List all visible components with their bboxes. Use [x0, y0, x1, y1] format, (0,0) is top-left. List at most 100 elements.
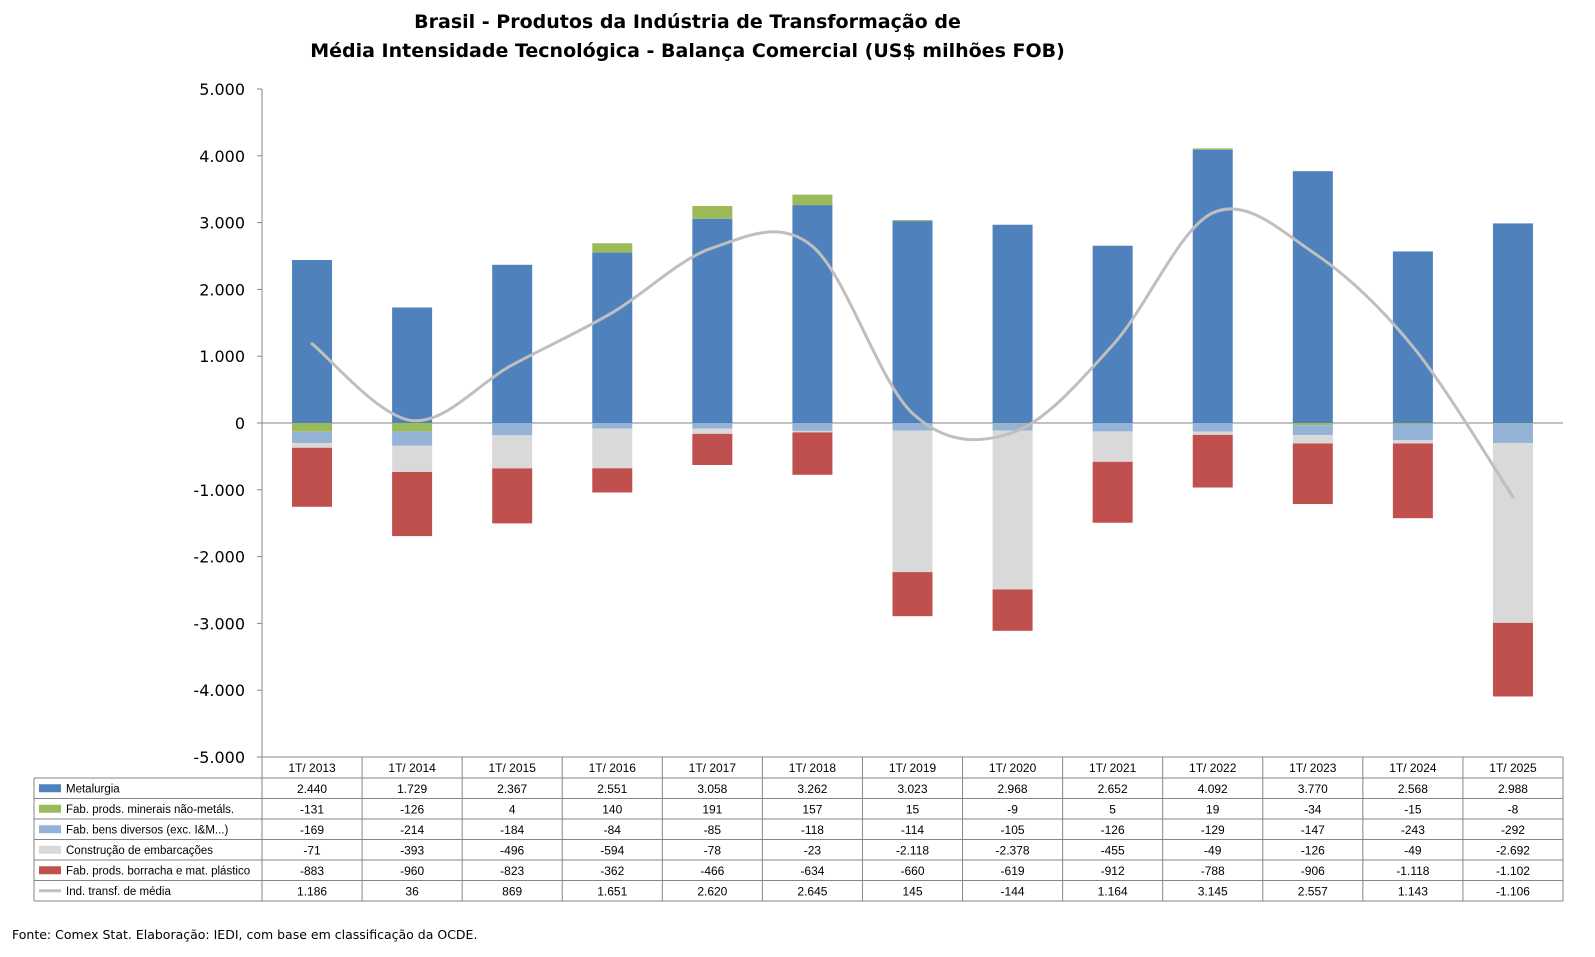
bar-segment	[792, 205, 833, 423]
bar-segment	[892, 572, 933, 617]
bar-segment	[292, 260, 333, 423]
chart-title-line-1: Brasil - Produtos da Indústria de Transf…	[414, 11, 961, 33]
data-table-value: -823	[500, 864, 524, 878]
data-table-value: -2.692	[1496, 843, 1530, 857]
x-category-label: 1T/ 2024	[1389, 761, 1437, 775]
data-table-value: -214	[400, 823, 424, 837]
data-table-value: 2.568	[1398, 782, 1428, 796]
data-table-value: -131	[300, 802, 324, 816]
x-category-label: 1T/ 2019	[889, 761, 937, 775]
data-table-value: -619	[1001, 864, 1025, 878]
data-table-value: -147	[1301, 823, 1325, 837]
x-category-label: 1T/ 2022	[1189, 761, 1237, 775]
data-table-value: -9	[1007, 802, 1018, 816]
bar-segment	[292, 431, 333, 444]
bar-segment	[1092, 245, 1133, 423]
data-table-value: -594	[600, 843, 624, 857]
bar-segment	[392, 445, 433, 472]
x-category-label: 1T/ 2015	[489, 761, 537, 775]
data-table-value: -49	[1204, 843, 1222, 857]
x-category-label: 1T/ 2020	[989, 761, 1037, 775]
data-table-value: -455	[1101, 843, 1125, 857]
bar-segment	[792, 423, 833, 431]
data-table-value: -1.102	[1496, 864, 1530, 878]
bar-segment	[1492, 443, 1533, 623]
data-table-value: -15	[1404, 802, 1422, 816]
data-table-value: -292	[1501, 823, 1525, 837]
data-table-value: -496	[500, 843, 524, 857]
data-table-value: -906	[1301, 864, 1325, 878]
data-table-value: -912	[1101, 864, 1125, 878]
legend-label: Ind. transf. de média	[66, 886, 171, 898]
bar-segment	[1392, 423, 1433, 425]
legend-key	[39, 825, 61, 834]
bar-segment	[692, 205, 733, 219]
bar-segment	[492, 423, 533, 436]
bar-segment	[892, 423, 933, 431]
bar-segment	[1192, 149, 1233, 423]
data-table-value: -960	[400, 864, 424, 878]
data-table-value: -114	[901, 823, 924, 837]
legend-key	[39, 784, 61, 793]
bar-segment	[492, 264, 533, 423]
data-table-value: -78	[704, 843, 722, 857]
bar-segment	[292, 423, 333, 432]
bar-segment	[1092, 461, 1133, 523]
bar-segment	[1392, 440, 1433, 444]
bar-segment	[292, 443, 333, 448]
bar-segment	[292, 447, 333, 507]
data-table-value: -243	[1401, 823, 1425, 837]
data-table-value: -2.118	[896, 843, 929, 857]
bar-segment	[592, 423, 633, 429]
y-tick-label: 0	[235, 414, 245, 433]
bar-segment	[792, 194, 833, 206]
data-table-value: 1.651	[597, 884, 627, 898]
legend-label: Fab. prods. minerais não-metáls.	[66, 804, 234, 816]
data-table-value: -23	[804, 843, 822, 857]
x-category-label: 1T/ 2023	[1289, 761, 1337, 775]
data-table-value: 1.143	[1398, 884, 1428, 898]
data-table-value: -71	[303, 843, 321, 857]
x-category-label: 1T/ 2018	[789, 761, 837, 775]
data-table-value: 2.620	[697, 884, 727, 898]
chart-title-line-2: Média Intensidade Tecnológica - Balança …	[310, 40, 1065, 62]
data-table-value: -129	[1201, 823, 1225, 837]
data-table-value: 2.367	[497, 782, 527, 796]
x-category-label: 1T/ 2013	[288, 761, 336, 775]
bar-segment	[992, 423, 1033, 431]
data-table-value: 145	[902, 884, 922, 898]
data-table-value: -2.378	[996, 843, 1030, 857]
bar-segment	[392, 431, 433, 446]
data-table-value: -1.118	[1396, 864, 1429, 878]
bar-segment	[792, 430, 833, 433]
bar-segment	[392, 423, 433, 432]
data-table-value: 15	[906, 802, 920, 816]
data-table-value: 19	[1206, 802, 1220, 816]
data-table-value: 157	[802, 802, 822, 816]
bar-segment	[1492, 423, 1533, 424]
data-table-value: -8	[1508, 802, 1519, 816]
bar-segment	[692, 433, 733, 466]
bar-segment	[1292, 423, 1333, 426]
bar-segment	[392, 307, 433, 423]
y-tick-label: -2.000	[193, 548, 245, 567]
bar-segment	[1292, 443, 1333, 505]
bar-segment	[1092, 431, 1133, 462]
x-category-label: 1T/ 2016	[589, 761, 637, 775]
data-table-value: 191	[702, 802, 722, 816]
bar-segment	[992, 589, 1033, 631]
data-table-value: -34	[1304, 802, 1322, 816]
bar-segment	[1192, 148, 1233, 150]
data-table-value: 1.186	[297, 884, 327, 898]
bar-segment	[1292, 425, 1333, 436]
bar-segment	[892, 430, 933, 573]
bar-segment	[1292, 171, 1333, 423]
data-table-value: 2.968	[998, 782, 1028, 796]
y-tick-label: 4.000	[199, 147, 245, 166]
data-table-value: -49	[1404, 843, 1422, 857]
data-table-value: -1.106	[1496, 884, 1530, 898]
data-table-value: -144	[1001, 884, 1025, 898]
data-table-value: 4	[509, 802, 516, 816]
bar-segment	[692, 428, 733, 434]
